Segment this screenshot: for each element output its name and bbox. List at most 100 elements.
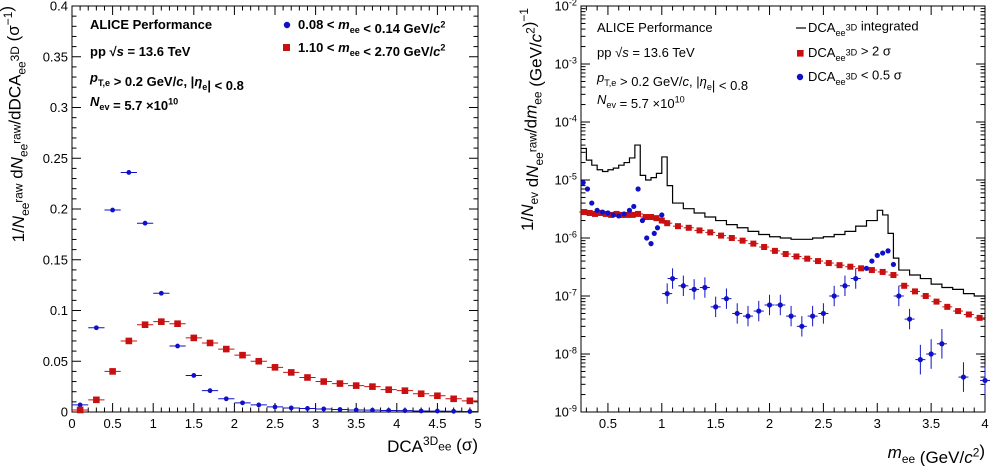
y-axis-title: 1/Nev dNeeraw/dmee (GeV/c2)−1 [517, 8, 546, 231]
y-tick-label: 10-4 [554, 113, 577, 129]
series-integrated-line [581, 144, 986, 299]
data-point-small-dca [599, 209, 606, 215]
data-point [174, 320, 181, 327]
data-point [109, 368, 116, 375]
legend-label-low-mass: 0.08 < mee < 0.14 GeV/c2 [298, 17, 445, 36]
data-point [93, 325, 99, 331]
data-point [239, 351, 246, 359]
x-tick-label: 3.5 [922, 416, 940, 431]
data-point-small-dca [863, 265, 870, 271]
label-nevents: Nev = 5.7 ×1010 [597, 92, 685, 111]
data-point [402, 408, 408, 414]
data-point-large-dca [635, 210, 642, 217]
x-tick-label: 0 [68, 416, 75, 431]
data-point-large-dca [847, 263, 854, 270]
data-point-large-dca [911, 288, 918, 295]
data-point-large-dca [718, 232, 725, 239]
data-point-large-dca [586, 209, 593, 216]
y-tick-label: 0.1 [50, 303, 68, 318]
data-point [142, 220, 148, 226]
data-point-small-dca [680, 283, 686, 289]
data-point-small-dca [788, 313, 794, 319]
data-point [401, 387, 409, 394]
data-point [417, 390, 425, 398]
legend-marker-red [283, 44, 290, 51]
data-point-small-dca [589, 200, 595, 206]
data-point-large-dca [922, 293, 929, 299]
y-tick-label: 0.3 [50, 100, 68, 115]
data-point [175, 343, 180, 349]
y-tick-label: 0.35 [43, 49, 68, 64]
data-point [287, 369, 295, 376]
y-tick-label: 0.2 [50, 202, 68, 217]
data-point [386, 408, 392, 413]
data-point-large-dca [674, 223, 681, 230]
data-point-small-dca [621, 211, 627, 217]
data-point-large-dca [613, 210, 620, 217]
data-point-small-dca [635, 186, 641, 192]
data-point-large-dca [642, 214, 649, 221]
data-point [141, 321, 149, 329]
data-point-small-dca [756, 308, 762, 314]
data-point-large-dca [976, 314, 983, 321]
data-point [467, 409, 473, 414]
data-point-large-dca [750, 240, 757, 247]
data-point [305, 406, 310, 411]
data-point [369, 383, 376, 390]
data-point-large-dca [793, 253, 800, 260]
data-point [451, 408, 457, 414]
data-point-large-dca [804, 255, 811, 262]
data-point-small-dca [659, 212, 665, 218]
data-point [76, 406, 84, 414]
data-point-small-dca [610, 212, 616, 218]
label-alice-performance: ALICE Performance [90, 17, 212, 32]
left-chart-dca-distribution: 0 0.5 1 1.5 2 2.5 3 3.5 4 4.5 5 0 0.05 0.1 0.15 0.2 0.25… [0, 0, 482, 456]
data-point-large-dca [868, 267, 875, 274]
data-point [240, 400, 245, 406]
data-point-small-dca [584, 186, 591, 192]
data-point-small-dca [906, 316, 913, 322]
data-point [434, 392, 441, 400]
x-axis-title: mee (GeV/c2) [888, 441, 985, 466]
data-point [337, 407, 343, 412]
label-cuts: pT,e > 0.2 GeV/c, |ηe| < 0.8 [596, 70, 748, 93]
y-tick-label: 10-6 [554, 229, 577, 245]
data-point-large-dca [648, 214, 655, 221]
data-point-small-dca [644, 235, 650, 241]
data-point-large-dca [955, 308, 962, 315]
data-point-large-dca [761, 243, 768, 250]
data-point [321, 406, 327, 412]
data-point-small-dca [890, 261, 897, 268]
data-point-large-dca [696, 227, 703, 234]
x-tick-label: 4.5 [428, 416, 446, 431]
y-tick-label: 0 [61, 405, 68, 420]
data-point-large-dca [815, 258, 822, 265]
data-point [158, 318, 165, 325]
y-tick-label: 0.4 [50, 0, 68, 14]
label-alice-performance: ALICE Performance [597, 20, 713, 35]
data-point-small-dca [885, 248, 891, 254]
data-point-large-dca [707, 229, 714, 236]
x-tick-label: 4 [393, 416, 400, 431]
x-tick-label: 1.5 [707, 416, 725, 431]
data-point-large-dca [664, 220, 671, 227]
data-point-small-dca [648, 241, 654, 247]
legend-label-integrated: DCAee3D integrated [808, 19, 919, 38]
data-point-small-dca [734, 310, 740, 317]
data-point-small-dca [594, 207, 600, 213]
data-point [336, 380, 344, 387]
data-point-large-dca [728, 235, 735, 241]
x-tick-label: 1 [658, 416, 665, 431]
data-point-small-dca [605, 210, 611, 216]
data-point [385, 386, 392, 393]
data-point-small-dca [939, 341, 945, 347]
data-point-small-dca [880, 250, 886, 256]
data-point [450, 395, 457, 403]
data-point-small-dca [702, 284, 708, 291]
data-point-small-dca [777, 302, 783, 308]
data-point-small-dca [869, 258, 875, 264]
data-point-small-dca [842, 283, 848, 289]
data-point-large-dca [901, 282, 908, 289]
data-point-small-dca [639, 217, 646, 224]
